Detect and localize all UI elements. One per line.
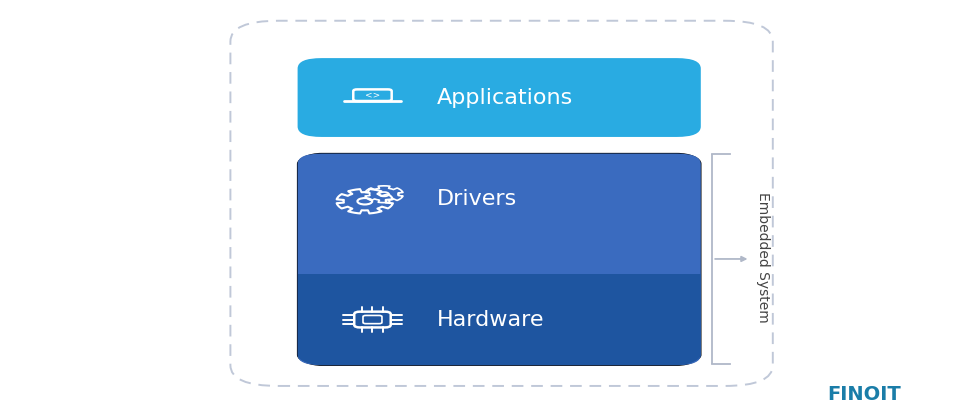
FancyBboxPatch shape xyxy=(230,21,773,386)
FancyBboxPatch shape xyxy=(298,154,701,365)
Text: Drivers: Drivers xyxy=(437,189,517,209)
PathPatch shape xyxy=(298,154,701,365)
FancyBboxPatch shape xyxy=(298,58,701,137)
Bar xyxy=(298,274,701,365)
Text: FINOIT: FINOIT xyxy=(828,385,900,404)
Text: Embedded System: Embedded System xyxy=(756,192,770,323)
Text: Hardware: Hardware xyxy=(437,310,544,330)
Text: Applications: Applications xyxy=(437,88,573,107)
Text: <>: <> xyxy=(365,91,380,100)
